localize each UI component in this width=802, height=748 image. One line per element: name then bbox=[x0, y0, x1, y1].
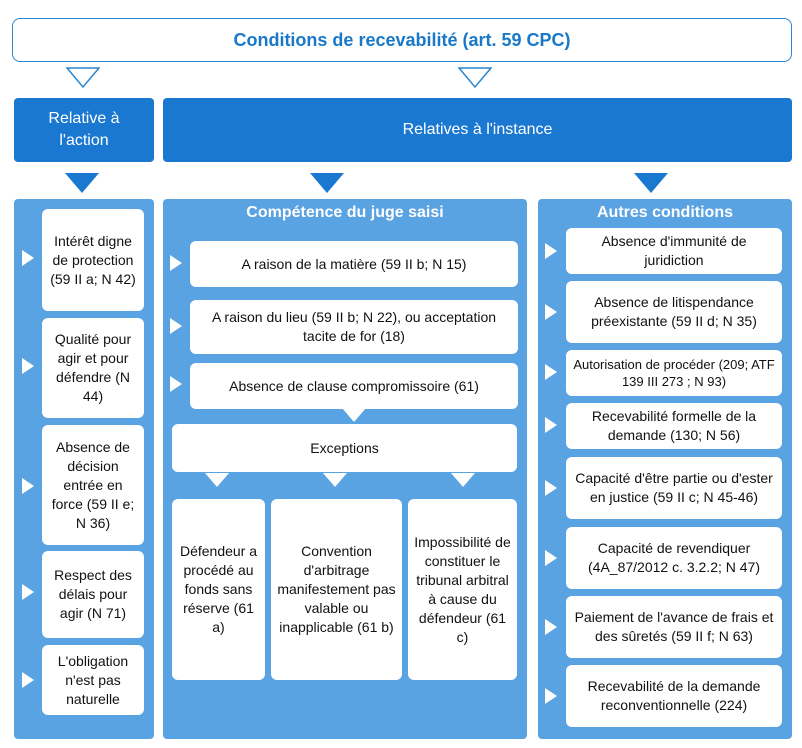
autres-item: Absence de litispendance préexistante (5… bbox=[566, 281, 782, 343]
autres-item: Recevabilité de la demande reconventionn… bbox=[566, 665, 782, 727]
bullet-arrow-icon bbox=[545, 304, 557, 320]
bullet-arrow-icon bbox=[545, 480, 557, 496]
bullet-arrow-icon bbox=[170, 376, 182, 392]
competence-item: Absence de clause compromissoire (61) bbox=[190, 363, 518, 409]
list-item: Respect des délais pour agir (N 71) bbox=[42, 551, 144, 638]
panel-title-competence: Compétence du juge saisi bbox=[246, 204, 444, 221]
exception-item: Impossibilité de constituer le tribunal … bbox=[408, 499, 517, 680]
autres-item: Recevabilité formelle de la demande (130… bbox=[566, 403, 782, 449]
diagram-title: Conditions de recevabilité (art. 59 CPC) bbox=[12, 18, 792, 62]
down-arrow-white-icon bbox=[323, 473, 347, 487]
down-arrow-white-icon bbox=[451, 473, 475, 487]
list-item: Absence de décision entrée en force (59 … bbox=[42, 425, 144, 545]
list-item: L'obligation n'est pas naturelle bbox=[42, 645, 144, 715]
bullet-arrow-icon bbox=[22, 584, 34, 600]
autres-item: Absence d'immunité de juridiction bbox=[566, 228, 782, 274]
bullet-arrow-icon bbox=[545, 688, 557, 704]
down-arrow-right-icon bbox=[634, 173, 668, 193]
list-item: Qualité pour agir et pour défendre (N 44… bbox=[42, 318, 144, 418]
down-arrow-outline-left-icon bbox=[66, 67, 100, 89]
bullet-arrow-icon bbox=[22, 358, 34, 374]
bullet-arrow-icon bbox=[545, 417, 557, 433]
bullet-arrow-icon bbox=[545, 243, 557, 259]
exception-item: Convention d'arbitrage manifestement pas… bbox=[271, 499, 402, 680]
bullet-arrow-icon bbox=[545, 550, 557, 566]
bullet-arrow-icon bbox=[22, 250, 34, 266]
bullet-arrow-icon bbox=[22, 672, 34, 688]
panel-title-autres: Autres conditions bbox=[596, 204, 733, 221]
bullet-arrow-icon bbox=[545, 619, 557, 635]
bullet-arrow-icon bbox=[170, 255, 182, 271]
down-arrow-middle-icon bbox=[310, 173, 344, 193]
autres-item: Paiement de l'avance de frais et des sûr… bbox=[566, 596, 782, 658]
down-arrow-white-icon bbox=[205, 473, 229, 487]
autres-item: Autorisation de procéder (209; ATF 139 I… bbox=[566, 350, 782, 396]
exception-item: Défendeur a procédé au fonds sans réserv… bbox=[172, 499, 265, 680]
header-relatives-instance: Relatives à l'instance bbox=[163, 98, 792, 162]
competence-item: A raison de la matière (59 II b; N 15) bbox=[190, 241, 518, 287]
autres-item: Capacité d'être partie ou d'ester en jus… bbox=[566, 457, 782, 519]
down-arrow-white-icon bbox=[342, 408, 366, 422]
competence-item: A raison du lieu (59 II b; N 22), ou acc… bbox=[190, 300, 518, 354]
bullet-arrow-icon bbox=[170, 318, 182, 334]
exceptions-box: Exceptions bbox=[172, 424, 517, 472]
bullet-arrow-icon bbox=[22, 478, 34, 494]
list-item: Intérêt digne de protection (59 II a; N … bbox=[42, 209, 144, 311]
autres-item: Capacité de revendiquer (4A_87/2012 c. 3… bbox=[566, 527, 782, 589]
header-relative-action: Relative à l'action bbox=[14, 98, 154, 162]
down-arrow-left-icon bbox=[65, 173, 99, 193]
down-arrow-outline-right-icon bbox=[458, 67, 492, 89]
bullet-arrow-icon bbox=[545, 364, 557, 380]
